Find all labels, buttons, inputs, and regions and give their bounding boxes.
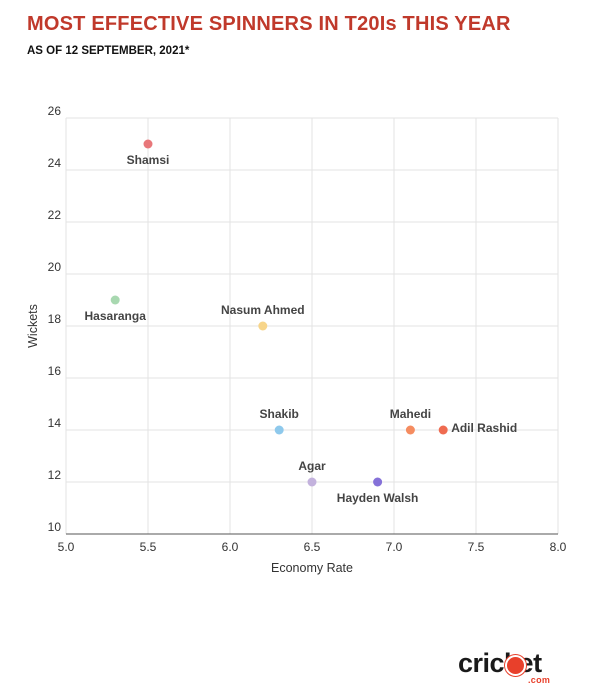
y-axis-title: Wickets bbox=[26, 304, 40, 348]
x-tick-label: 6.5 bbox=[304, 540, 321, 554]
point-label: Mahedi bbox=[390, 407, 431, 421]
scatter-point bbox=[274, 425, 284, 435]
scatter-point bbox=[438, 425, 448, 435]
cricket-com-logo: cricket .com bbox=[458, 648, 573, 686]
data-points: Shamsi Hasaranga Nasum Ahmed Shakib Agar Hayd… bbox=[85, 139, 517, 505]
scatter-point bbox=[110, 295, 120, 305]
scatter-point bbox=[405, 425, 415, 435]
y-tick-label: 12 bbox=[48, 468, 62, 482]
point-label: Shakib bbox=[260, 407, 299, 421]
logo-suffix: .com bbox=[528, 675, 551, 685]
point-label: Hasaranga bbox=[85, 309, 147, 323]
cricket-ball-icon bbox=[505, 655, 526, 676]
point-label: Shamsi bbox=[127, 153, 170, 167]
chart-subtitle: AS OF 12 SEPTEMBER, 2021* bbox=[27, 45, 190, 57]
y-tick-label: 20 bbox=[48, 260, 62, 274]
scatter-point bbox=[258, 321, 268, 331]
x-tick-label: 5.0 bbox=[58, 540, 75, 554]
x-axis-title: Economy Rate bbox=[271, 561, 353, 575]
x-tick-label: 7.0 bbox=[386, 540, 403, 554]
scatter-point bbox=[373, 477, 383, 487]
x-tick-label: 5.5 bbox=[140, 540, 157, 554]
scatter-point bbox=[143, 139, 153, 149]
point-label: Nasum Ahmed bbox=[221, 303, 305, 317]
x-tick-label: 6.0 bbox=[222, 540, 239, 554]
y-tick-label: 26 bbox=[48, 104, 62, 118]
y-tick-label: 24 bbox=[48, 156, 62, 170]
chart-title: MOST EFFECTIVE SPINNERS IN T20Is THIS YE… bbox=[27, 13, 511, 35]
logo-wordmark: cricket bbox=[458, 648, 542, 678]
point-label: Agar bbox=[298, 459, 326, 473]
point-label: Hayden Walsh bbox=[337, 491, 419, 505]
y-tick-label: 18 bbox=[48, 312, 62, 326]
axes: 5.0 5.5 6.0 6.5 7.0 7.5 8.0 10 12 14 16 18 20 22 24 26 bbox=[48, 104, 567, 554]
point-label: Adil Rashid bbox=[451, 421, 517, 435]
y-tick-label: 16 bbox=[48, 364, 62, 378]
y-tick-label: 10 bbox=[48, 520, 62, 534]
y-tick-label: 22 bbox=[48, 208, 62, 222]
x-tick-label: 8.0 bbox=[550, 540, 567, 554]
scatter-point bbox=[307, 477, 317, 487]
y-tick-label: 14 bbox=[48, 416, 62, 430]
x-tick-label: 7.5 bbox=[468, 540, 485, 554]
